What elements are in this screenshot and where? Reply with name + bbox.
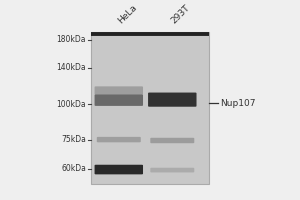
Text: 180kDa: 180kDa xyxy=(57,35,86,44)
Text: 75kDa: 75kDa xyxy=(61,135,86,144)
Text: 60kDa: 60kDa xyxy=(61,164,86,173)
FancyBboxPatch shape xyxy=(94,165,143,174)
Bar xyxy=(91,32,209,184)
FancyBboxPatch shape xyxy=(150,138,194,143)
Text: 293T: 293T xyxy=(169,3,192,25)
Text: HeLa: HeLa xyxy=(116,3,138,25)
FancyBboxPatch shape xyxy=(148,93,196,107)
FancyBboxPatch shape xyxy=(94,86,143,95)
Text: 100kDa: 100kDa xyxy=(56,100,86,109)
FancyBboxPatch shape xyxy=(94,94,143,106)
FancyBboxPatch shape xyxy=(97,137,141,142)
Text: Nup107: Nup107 xyxy=(220,99,255,108)
FancyBboxPatch shape xyxy=(150,168,194,172)
Text: 140kDa: 140kDa xyxy=(56,63,86,72)
